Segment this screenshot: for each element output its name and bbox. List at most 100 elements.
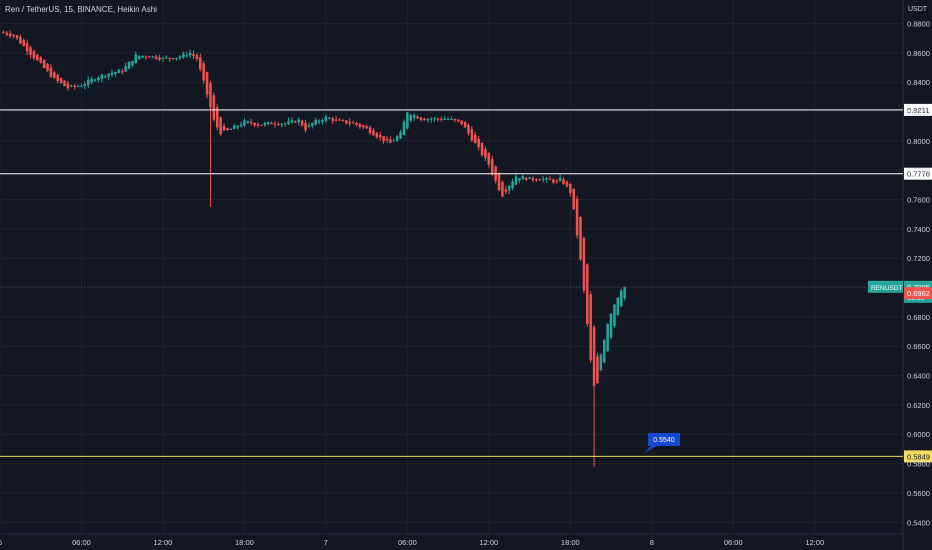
candle-body-up [616,297,620,316]
candle-body-up [287,121,290,124]
candle-body-up [450,118,453,120]
candle-body-down [569,184,572,194]
candle-body-down [538,179,542,181]
candle-body-down [460,120,463,125]
candle-body-up [392,140,396,142]
candle-body-up [83,84,87,87]
candle-body-down [457,119,460,122]
callout-box [648,433,680,446]
candle-body-up [433,118,436,120]
candle-body-down [467,124,470,134]
candle-body-down [382,136,385,142]
candle-body-up [107,73,110,77]
candle-body-down [260,124,263,126]
x-tick-label: 18:00 [235,538,254,547]
candle-body-down [59,78,63,84]
candle-body-down [348,121,351,124]
candle-body-down [385,138,389,141]
symbol-title[interactable]: Ren / TetherUS, 15, BINANCE, Heikin Ashi [5,5,157,14]
candle-body-down [15,35,19,39]
candle-body-up [80,86,83,88]
candle-body-up [558,177,562,181]
candle-body-down [63,80,66,87]
candle-body-down [423,118,426,121]
candle-body-down [436,118,440,120]
candle-body-up [185,55,188,57]
candle-body-down [29,47,32,55]
candle-body-up [609,313,613,338]
candle-body-down [36,54,39,61]
candle-body-down [480,143,484,156]
horizontal-line-price-box [904,103,932,116]
candle-body-up [429,118,433,120]
currency-label: USDT [908,6,928,13]
candle-body-down [365,126,368,129]
time-axis[interactable]: 6 06:00 12:00 18:00 7 06:00 12:00 18:00 8 06:00 12… [0,538,824,547]
candle-body-down [2,32,5,34]
candle-body-down [331,118,334,121]
candle-body-down [484,149,487,158]
callout-pointer [644,446,657,453]
candle-body-down [144,56,148,58]
candle-body-down [548,178,552,180]
candle-body-down [120,71,124,73]
candle-body-up [545,178,548,180]
horizontal-line-price-label: 0.7776 [907,170,930,179]
candle-body-down [270,123,273,125]
candle-body-up [528,177,531,179]
candle-body-down [22,40,26,46]
candle-body-up [124,66,127,72]
x-tick-label: 18:00 [561,538,580,547]
x-tick-label: 12:00 [154,538,173,547]
y-tick-label: 0.7600 [907,196,930,205]
y-tick-label: 0.8000 [907,137,930,146]
candle-body-down [300,120,304,126]
candle-body-down [12,34,15,36]
candle-body-down [148,56,151,58]
y-tick-label: 0.8800 [907,19,930,28]
candle-body-up [514,176,518,185]
candle-body-up [409,114,413,121]
candle-body-down [199,56,202,70]
candle-body-down [378,135,382,138]
y-tick-label: 0.5600 [907,489,930,498]
candle-body-down [596,356,599,384]
candle-body-up [114,71,117,74]
y-tick-label: 0.6800 [907,313,930,322]
candle-body-down [440,118,443,120]
candle-body-down [453,118,457,121]
candle-body-down [202,63,205,81]
candle-body-down [592,327,596,386]
candle-body-up [406,112,409,129]
candle-body-down [555,180,559,182]
candle-body-down [341,120,345,122]
candle-body-down [579,217,582,260]
candle-body-down [463,122,467,128]
candle-body-down [66,83,70,89]
candle-body-down [334,119,338,121]
candle-body-up [188,52,192,56]
candle-body-down [531,178,535,180]
y-tick-label: 0.7200 [907,254,930,263]
candle-body-down [504,189,508,192]
candle-body-up [395,136,399,141]
candle-body-down [389,139,392,143]
candle-body-up [290,120,294,123]
y-tick-label: 0.6000 [907,430,930,439]
candle-body-down [192,54,195,56]
x-tick-label: 8 [650,538,654,547]
candle-body-up [134,54,138,64]
y-tick-label: 0.8200 [907,107,930,116]
candle-body-up [606,323,609,352]
candle-body-up [599,354,603,370]
candle-body-down [477,138,480,148]
candle-body-down [5,32,9,35]
candle-body-down [338,119,341,121]
candle-body-up [412,115,416,118]
candle-body-down [562,179,565,184]
candle-body-down [39,57,43,63]
candle-body-down [277,124,280,126]
